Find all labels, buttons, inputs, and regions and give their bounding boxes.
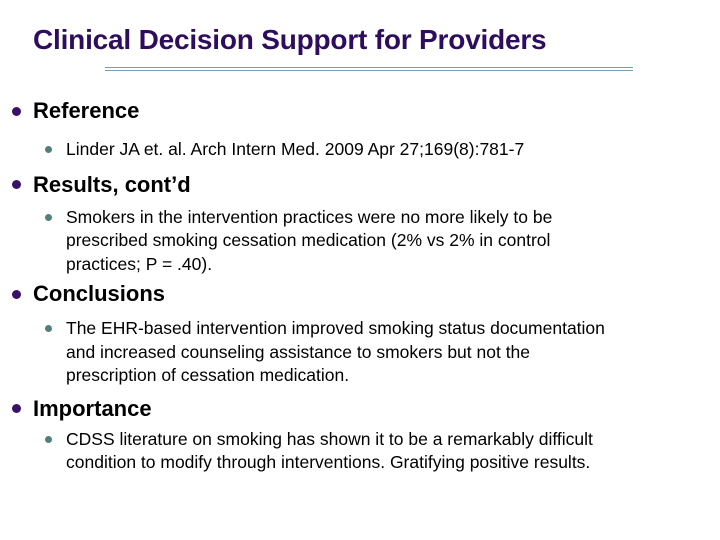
section-importance: Importance CDSS literature on smoking ha… [0,394,720,475]
body-line: condition to modify through intervention… [66,452,591,472]
bullet-heading-row: Conclusions [0,279,720,309]
sub-text: CDSS literature on smoking has shown it … [66,428,593,475]
sub-bullet-item: Linder JA et. al. Arch Intern Med. 2009 … [0,138,720,162]
section-results: Results, cont’d Smokers in the intervent… [0,170,720,277]
level1-bullet-icon [12,289,21,299]
body-line: The EHR-based intervention improved smok… [66,318,605,338]
bullet-heading-row: Results, cont’d [0,170,720,200]
section-reference: Reference Linder JA et. al. Arch Intern … [0,96,720,162]
sub-text: The EHR-based intervention improved smok… [66,317,605,388]
section-heading: Results, cont’d [33,171,191,197]
slide-content: Reference Linder JA et. al. Arch Intern … [0,96,720,475]
level2-bullet-icon [45,213,52,221]
body-line: Linder JA et. al. Arch Intern Med. 2009 … [66,139,525,159]
level2-bullet-icon [45,435,52,443]
level1-bullet-icon [12,106,21,116]
section-heading: Conclusions [33,281,166,306]
section-heading: Reference [33,98,140,123]
slide-title: Clinical Decision Support for Providers [33,24,547,55]
bullet-heading-row: Reference [0,96,720,126]
body-line: prescription of cessation medication. [66,365,350,385]
level2-bullet-icon [45,146,52,153]
body-line: Smokers in the intervention practices we… [66,206,553,227]
section-heading: Importance [33,395,152,421]
sub-bullet-item: CDSS literature on smoking has shown it … [0,428,720,475]
level1-bullet-icon [12,404,21,413]
section-conclusions: Conclusions The EHR-based intervention i… [0,279,720,388]
sub-bullet-item: The EHR-based intervention improved smok… [0,317,720,388]
level1-bullet-icon [12,180,21,189]
body-line: prescribed smoking cessation medication … [66,230,551,250]
level2-bullet-icon [45,325,52,332]
title-underline [105,67,633,71]
body-line: and increased counseling assistance to s… [66,341,531,362]
body-line: CDSS literature on smoking has shown it … [66,428,593,449]
sub-text: Linder JA et. al. Arch Intern Med. 2009 … [66,138,524,162]
body-line: practices; P = .40). [66,253,213,274]
sub-text: Smokers in the intervention practices we… [66,206,552,277]
sub-bullet-item: Smokers in the intervention practices we… [0,206,720,277]
bullet-heading-row: Importance [0,394,720,424]
